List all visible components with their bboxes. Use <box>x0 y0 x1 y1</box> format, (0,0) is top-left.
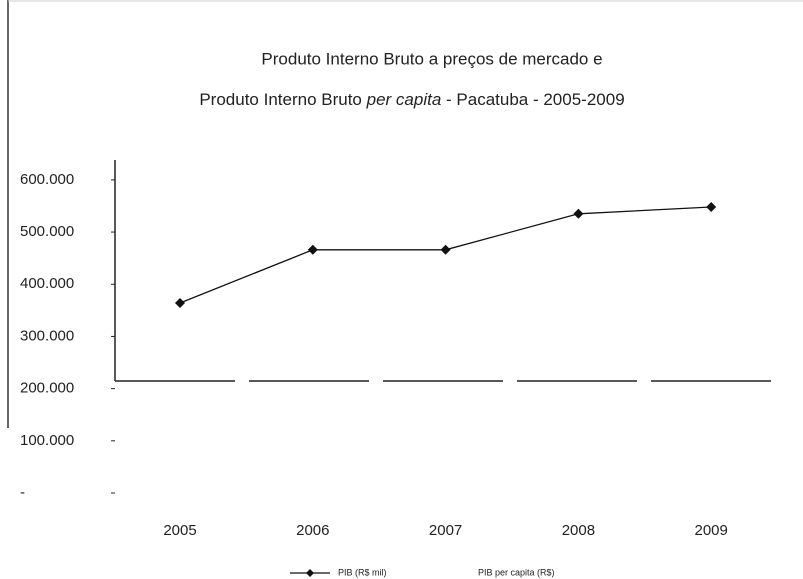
x-tick-label: 2006 <box>296 522 329 539</box>
y-tick-label: 100.000 <box>20 432 74 449</box>
point-marker <box>175 298 185 309</box>
y-tick-label: 400.000 <box>20 275 74 292</box>
y-tick-label: 500.000 <box>20 223 74 240</box>
x-tick-label: 2009 <box>695 522 728 539</box>
title-part: Produto Interno Bruto <box>199 90 366 109</box>
y-tick-label: 600.000 <box>20 171 74 188</box>
y-tick-label: - <box>20 484 25 501</box>
y-tick-label: 200.000 <box>20 380 74 397</box>
y-tick-label: 300.000 <box>20 327 74 344</box>
series-line <box>179 206 712 304</box>
legend-marker <box>306 569 314 577</box>
chart-title: Produto Interno Bruto a preços de mercad… <box>261 49 602 68</box>
title-part: - Pacatuba - 2005-2009 <box>441 90 624 109</box>
title-part: per capita <box>366 90 442 109</box>
legend-label: PIB per capita (R$) <box>478 567 555 577</box>
x-tick-label: 2005 <box>163 522 196 539</box>
x-tick-label: 2007 <box>429 522 462 539</box>
point-marker <box>573 208 584 219</box>
point-marker <box>440 244 451 255</box>
point-marker <box>307 244 318 255</box>
legend-label: PIB (R$ mil) <box>338 567 387 577</box>
chart-title: Produto Interno Bruto per capita - Pacat… <box>199 90 624 109</box>
x-tick-label: 2008 <box>562 522 595 539</box>
point-marker <box>706 202 717 213</box>
